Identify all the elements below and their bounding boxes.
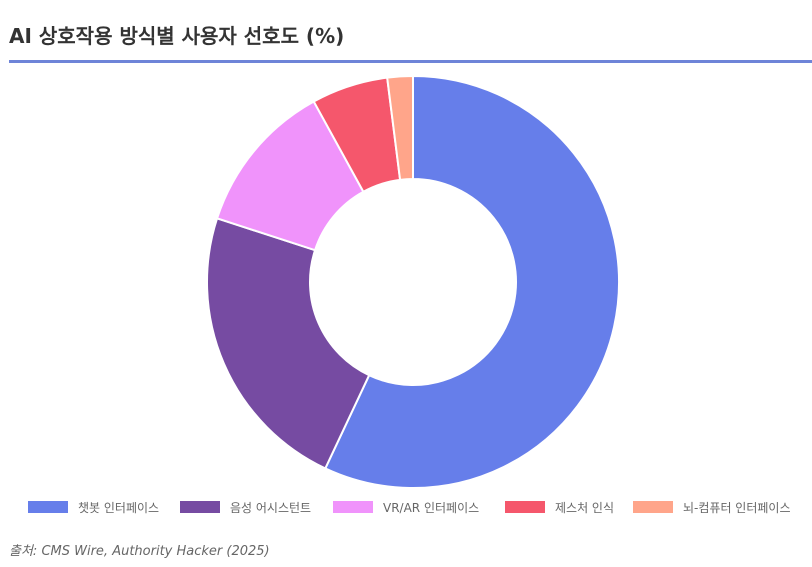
source-citation: 출처: CMS Wire, Authority Hacker (2025): [9, 540, 270, 559]
legend-swatch: [633, 501, 673, 513]
title-underline: [9, 60, 812, 63]
source-prefix: 출처:: [9, 544, 38, 559]
legend-label: VR/AR 인터페이스: [383, 500, 480, 515]
legend-swatch: [180, 501, 220, 513]
page-title: AI 상호작용 방식별 사용자 선호도 (%): [9, 24, 345, 48]
legend-swatch: [505, 501, 545, 513]
legend-swatch: [333, 501, 373, 513]
legend-swatch: [28, 501, 68, 513]
legend-label: 뇌-컴퓨터 인터페이스: [683, 500, 791, 515]
legend-item[interactable]: 뇌-컴퓨터 인터페이스: [633, 496, 791, 518]
legend-item[interactable]: 음성 어시스턴트: [180, 496, 311, 518]
donut-slices: [206, 74, 620, 489]
legend-item[interactable]: 제스처 인식: [505, 496, 614, 518]
source-text: CMS Wire, Authority Hacker (2025): [37, 544, 270, 559]
chart-legend: 챗봇 인터페이스 음성 어시스턴트 VR/AR 인터페이스 제스처 인식 뇌-컴퓨터 인…: [0, 496, 812, 518]
legend-label: 제스처 인식: [555, 500, 615, 515]
donut-slice-1[interactable]: [323, 74, 620, 489]
donut-slice-2[interactable]: [206, 217, 371, 470]
legend-label: 챗봇 인터페이스: [78, 500, 160, 515]
donut-slice-5[interactable]: [386, 74, 414, 181]
legend-item[interactable]: 챗봇 인터페이스: [28, 496, 159, 518]
legend-label: 음성 어시스턴트: [230, 500, 312, 515]
legend-item[interactable]: VR/AR 인터페이스: [333, 496, 479, 518]
